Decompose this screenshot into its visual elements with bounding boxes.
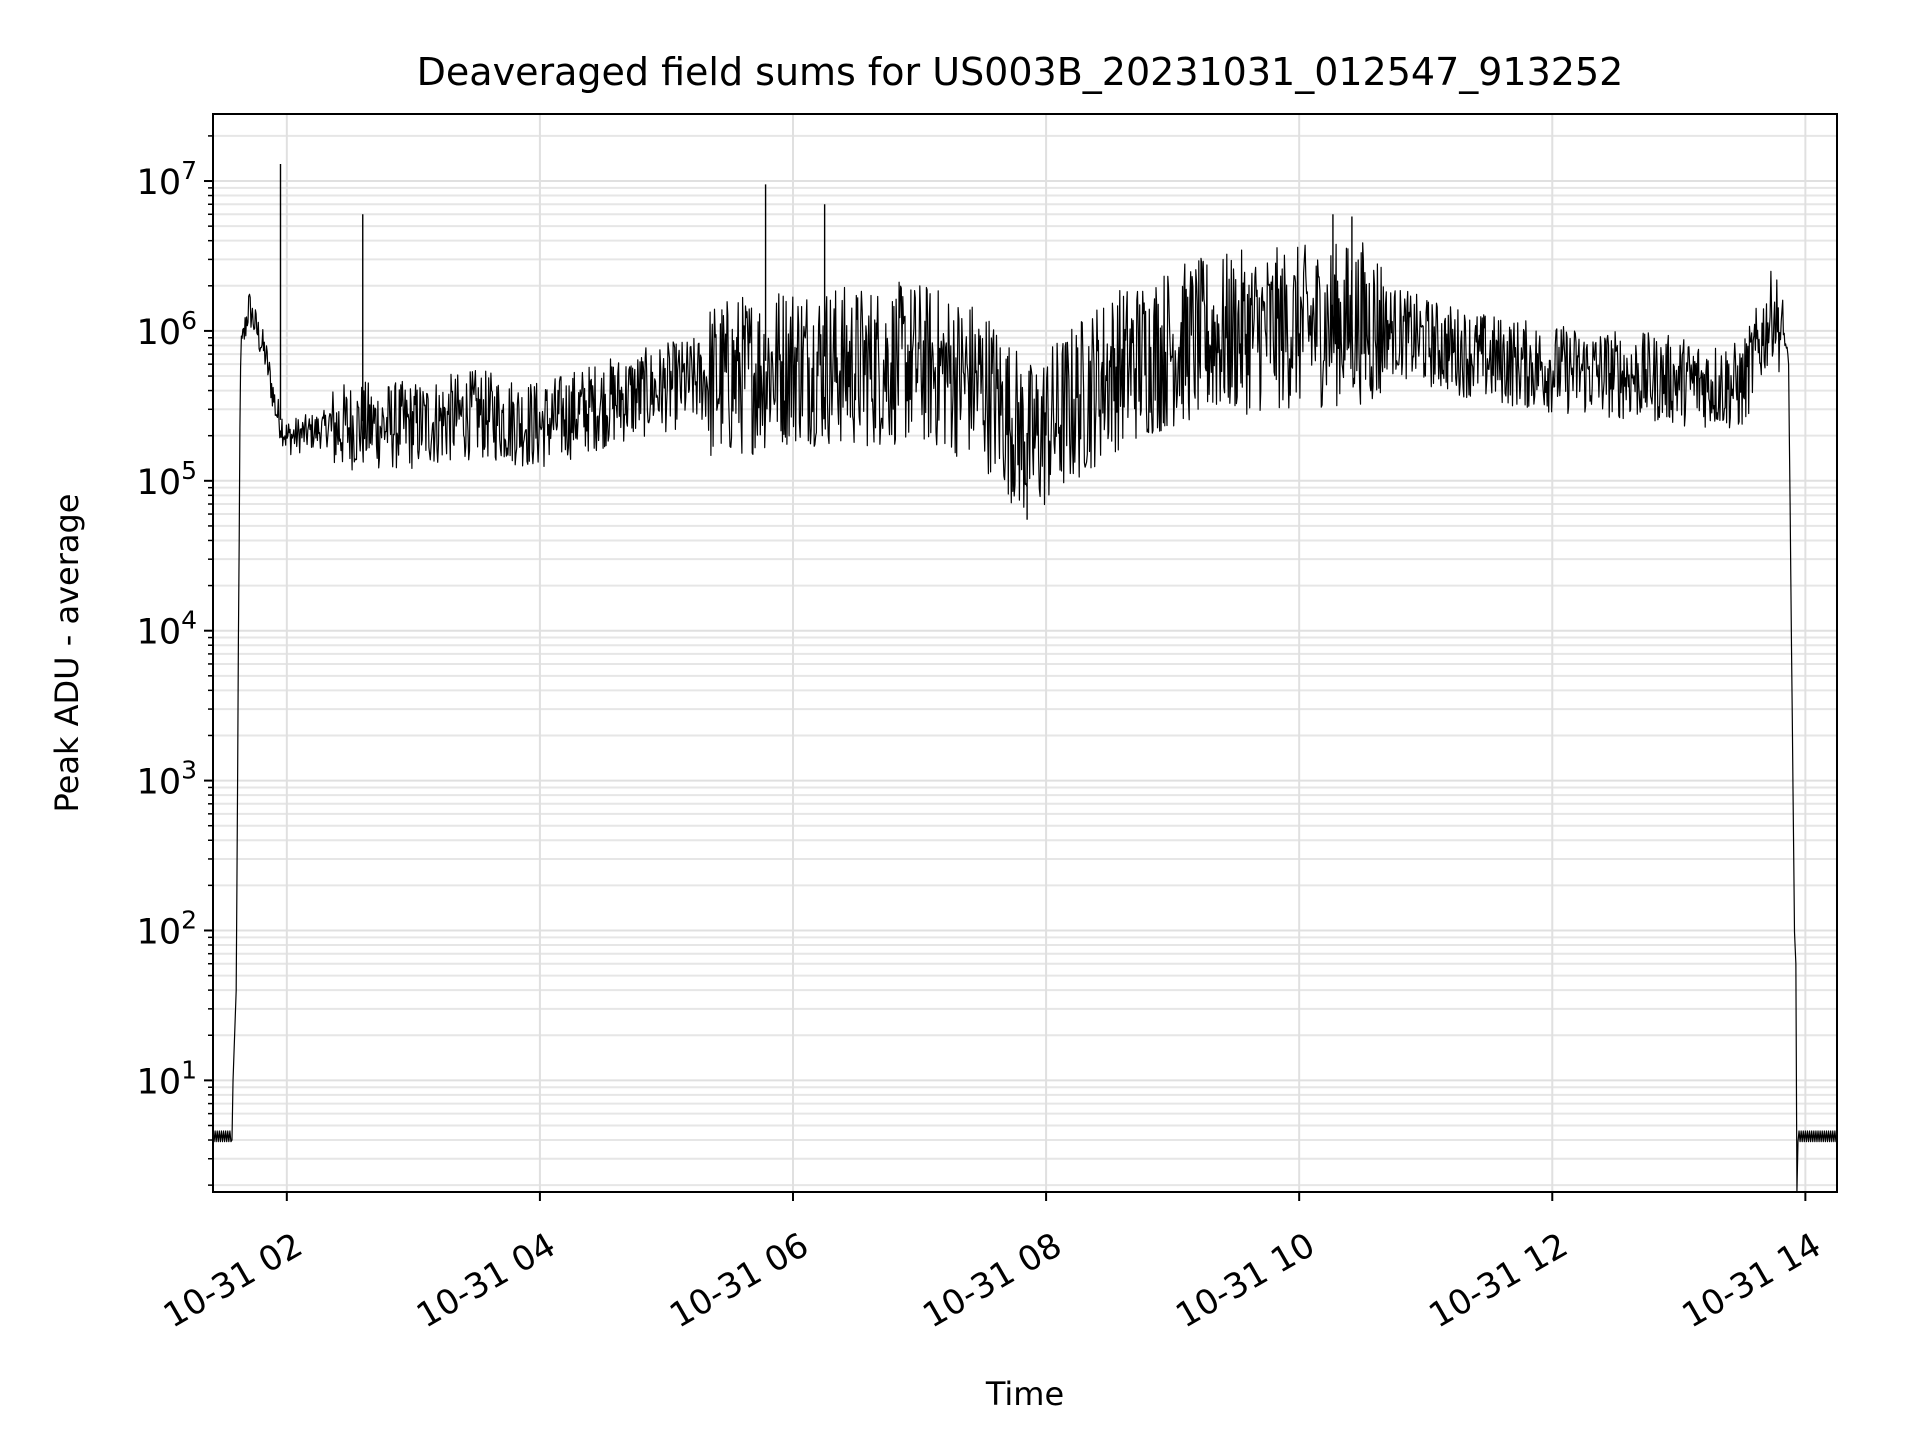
chart-title: Deaveraged field sums for US003B_2023103…	[417, 50, 1624, 94]
plot-frame	[212, 113, 1838, 1193]
y-tick-label: 107	[137, 156, 197, 203]
y-tick-label: 103	[137, 756, 197, 803]
x-tick-label: 10-31 12	[1422, 1225, 1574, 1336]
x-tick-label: 10-31 02	[157, 1225, 309, 1336]
y-tick-label: 105	[137, 456, 197, 503]
x-tick-label: 10-31 04	[410, 1225, 562, 1336]
x-axis-ticks: 10-31 02 10-31 04 10-31 06 10-31 08 10-31 10…	[157, 1192, 1828, 1336]
y-tick-label: 104	[137, 606, 197, 653]
y-axis-ticks: 101 102 103 104 105 106 107	[137, 135, 213, 1186]
y-axis-label: Peak ADU - average	[48, 494, 86, 813]
y-tick-label: 102	[137, 905, 197, 952]
x-tick-label: 10-31 06	[663, 1225, 815, 1336]
grid-lines	[213, 114, 1837, 1192]
x-tick-label: 10-31 08	[916, 1225, 1068, 1336]
series-line	[212, 242, 1838, 1193]
y-tick-label: 106	[137, 306, 197, 353]
x-axis-label: Time	[985, 1375, 1064, 1413]
x-tick-label: 10-31 10	[1169, 1225, 1321, 1336]
x-tick-label: 10-31 14	[1675, 1225, 1827, 1336]
y-tick-label: 101	[137, 1055, 197, 1102]
series-group	[212, 163, 1838, 1193]
